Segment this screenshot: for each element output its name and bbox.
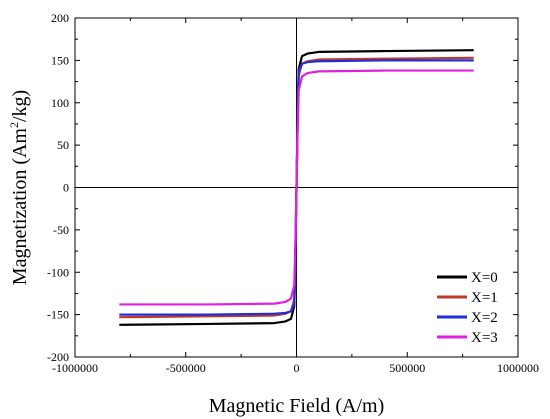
legend-label: X=1 <box>471 290 498 306</box>
y-tick-label: -150 <box>47 308 69 322</box>
legend-label: X=2 <box>471 310 498 326</box>
legend: X=0 X=1 X=2 X=3 <box>437 270 498 346</box>
y-tick-label: 50 <box>57 138 69 152</box>
x-tick-label: -500000 <box>166 361 206 375</box>
y-axis-title-tail: /kg) <box>9 90 31 122</box>
y-tick-label: 100 <box>51 96 69 110</box>
x-tick-label: 1000000 <box>497 361 539 375</box>
x-axis-title: Magnetic Field (A/m) <box>209 395 385 417</box>
y-tick-label: 200 <box>51 11 69 25</box>
legend-label: X=0 <box>471 270 498 286</box>
y-axis-title-superscript: 2 <box>7 122 21 128</box>
plot-frame <box>74 17 519 358</box>
legend-label: X=3 <box>471 330 498 346</box>
y-tick-label: 0 <box>63 181 69 195</box>
x-tick-label: 500000 <box>389 361 425 375</box>
y-axis-title-main: Magnetization (Am <box>9 128 31 286</box>
y-tick-label: -50 <box>53 223 69 237</box>
y-tick-label: -100 <box>47 265 69 279</box>
series-line-x-3 <box>119 69 474 306</box>
x-tick-label: -1000000 <box>52 361 98 375</box>
tick-labels: -200 -150 -100 -50 0 50 100 150 200 -1000000 -5000… <box>47 11 539 375</box>
y-axis-title: Magnetization (Am2/kg) <box>7 90 31 285</box>
series-layer <box>119 49 474 326</box>
y-tick-label: -200 <box>47 350 69 364</box>
y-tick-label: 150 <box>51 53 69 67</box>
x-tick-label: 0 <box>294 361 300 375</box>
